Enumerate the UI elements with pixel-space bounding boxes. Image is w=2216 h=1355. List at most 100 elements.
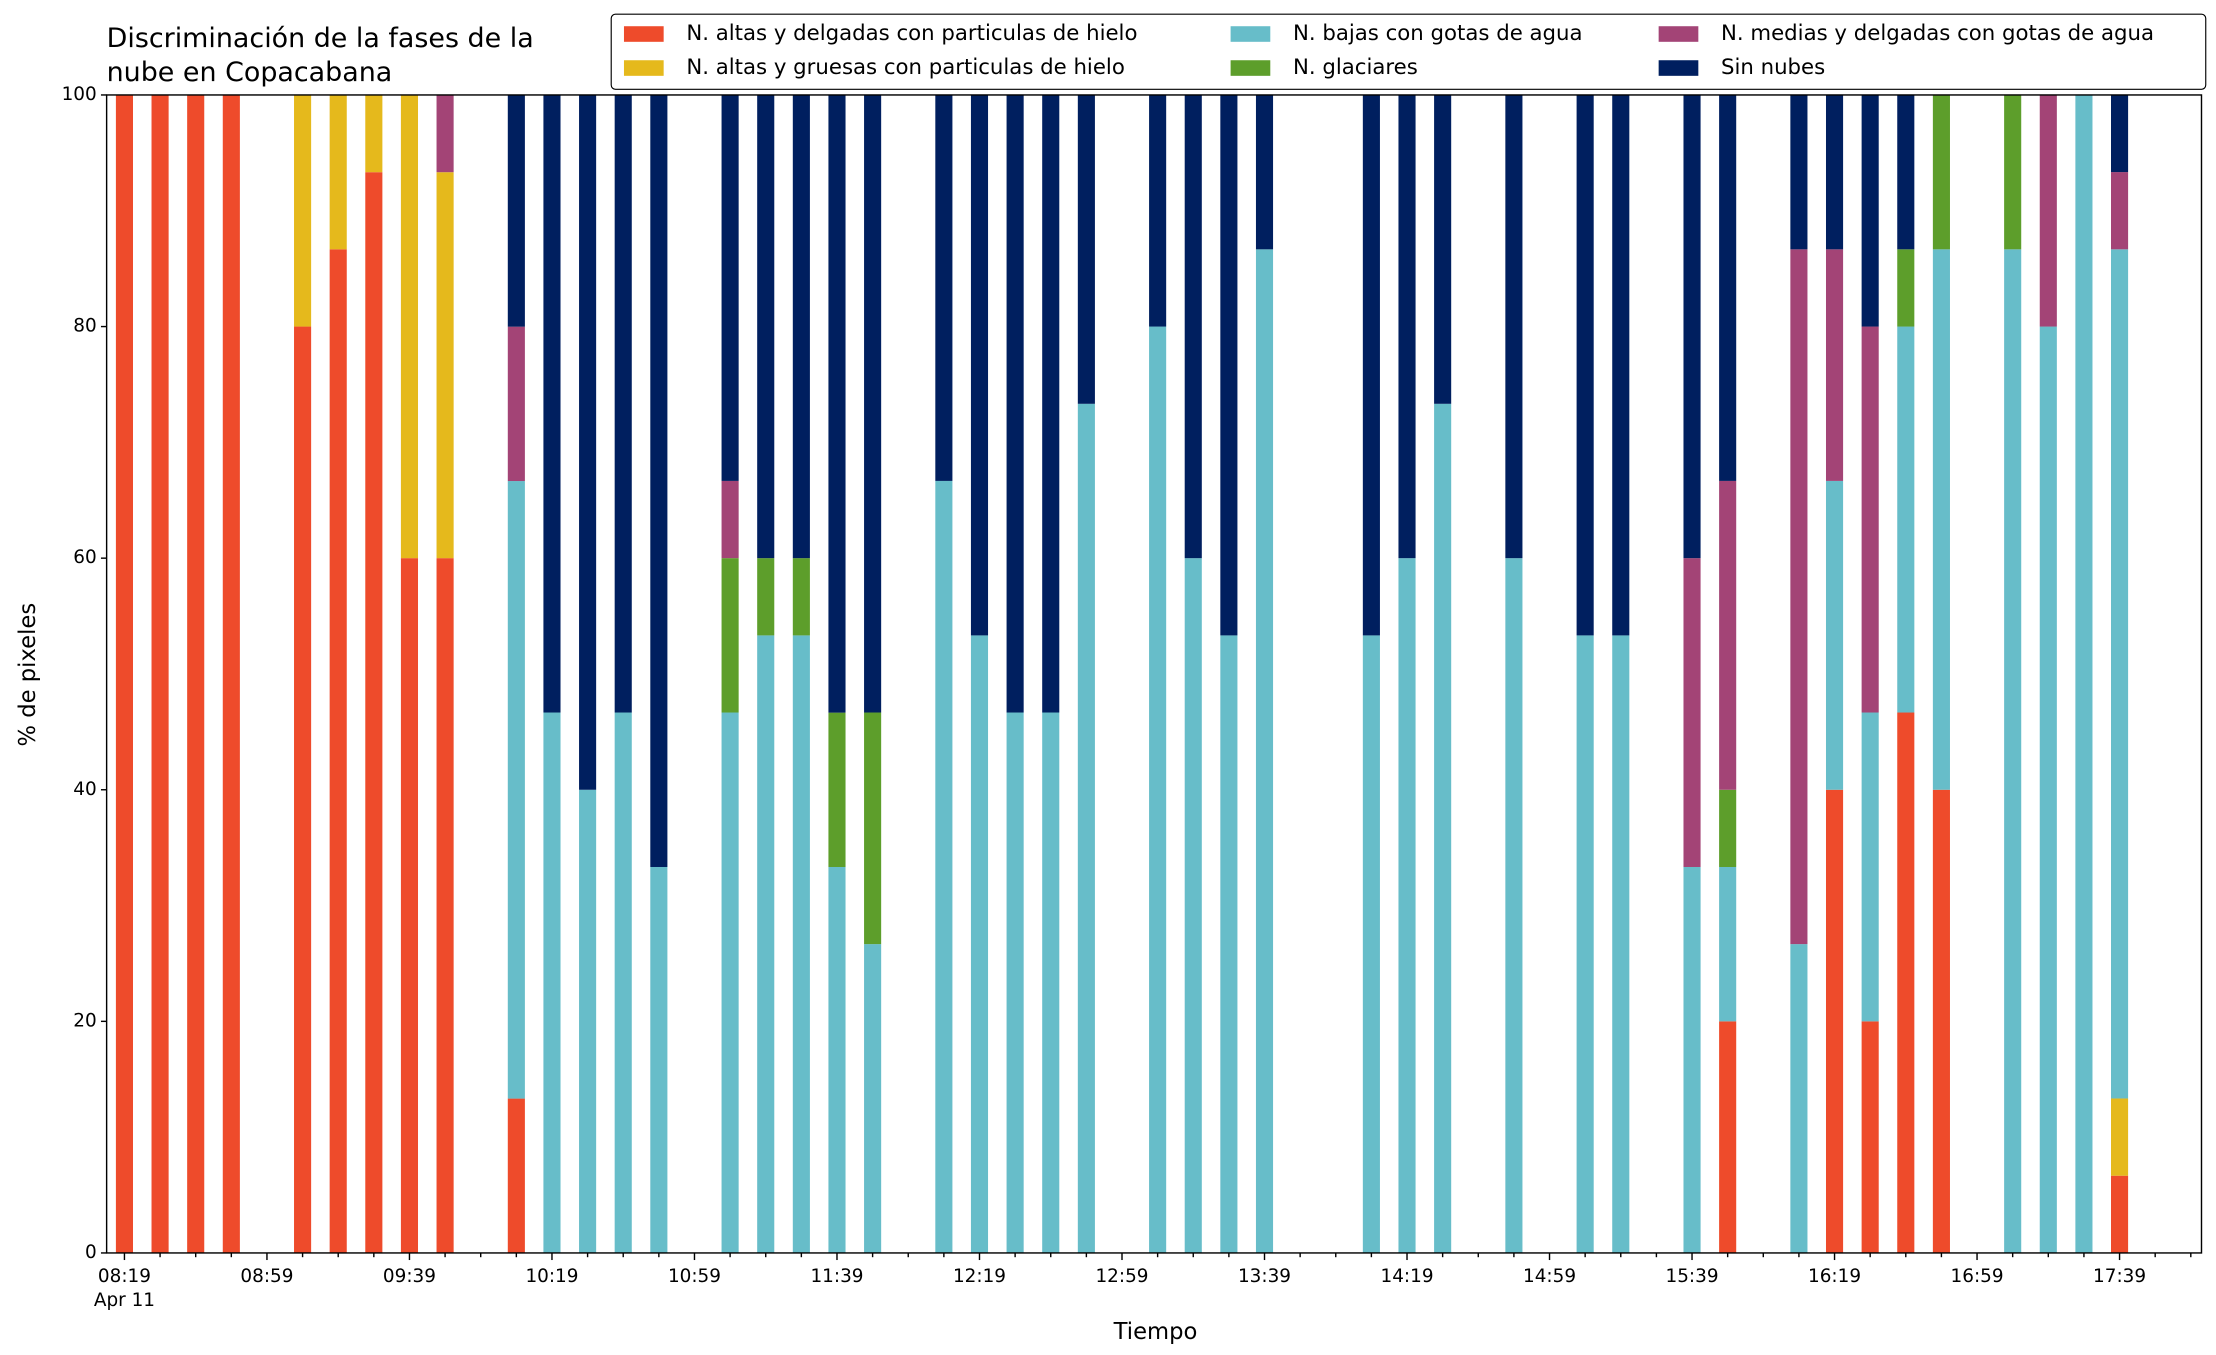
- y-tick-label: 40: [73, 779, 96, 800]
- bar-segment: [1790, 94, 1808, 250]
- bar-segment: [614, 712, 632, 1253]
- bar-segment: [1861, 1021, 1879, 1253]
- bar-segment: [1861, 712, 1879, 1022]
- bar-segment: [436, 172, 454, 559]
- bar-segment: [1576, 94, 1594, 636]
- bar-segment: [1362, 94, 1380, 636]
- bar-segment: [1612, 635, 1630, 1253]
- y-tick-label: 60: [73, 547, 96, 568]
- legend-box: [610, 13, 2207, 90]
- bar-segment: [864, 94, 882, 713]
- bar-segment: [329, 94, 347, 250]
- x-tick-label: 10:59: [668, 1266, 721, 1287]
- legend-label: N. altas y gruesas con particulas de hie…: [686, 55, 1124, 80]
- bar-segment: [1042, 712, 1060, 1253]
- bar-segment: [2111, 1098, 2129, 1176]
- bar-segment: [1897, 712, 1915, 1253]
- bar-segment: [2111, 249, 2129, 1099]
- legend-label: N. bajas con gotas de agua: [1293, 21, 1583, 46]
- bar-segment: [1576, 635, 1594, 1253]
- bar-segment: [579, 789, 597, 1253]
- y-tick-label: 80: [73, 316, 96, 337]
- bar-segment: [1897, 326, 1915, 713]
- date-label: Apr 11: [94, 1290, 155, 1311]
- x-tick-label: 09:39: [383, 1266, 436, 1287]
- legend-swatch: [623, 60, 664, 76]
- bar-segment: [1683, 94, 1701, 559]
- x-tick-label: 10:19: [525, 1266, 578, 1287]
- bar-segment: [2004, 94, 2022, 250]
- bar-segment: [1505, 558, 1523, 1253]
- legend-label: N. medias y delgadas con gotas de agua: [1721, 21, 2154, 46]
- bar-segment: [1861, 326, 1879, 713]
- bar-segment: [2111, 172, 2129, 250]
- bar-segment: [1683, 866, 1701, 1253]
- bar-segment: [400, 558, 419, 1253]
- bar-segment: [1006, 94, 1024, 713]
- bar-segment: [2004, 249, 2022, 1253]
- x-tick-label: 17:39: [2093, 1266, 2146, 1287]
- x-tick-label: 13:39: [1238, 1266, 1291, 1287]
- bar-segment: [792, 635, 810, 1253]
- bar-segment: [650, 866, 668, 1253]
- bar-segment: [757, 94, 775, 559]
- bar-segment: [935, 94, 953, 481]
- bar-segment: [1897, 249, 1915, 327]
- bar-segment: [792, 558, 810, 636]
- bar-segment: [507, 95, 525, 327]
- bar-segment: [507, 326, 525, 482]
- bar-segment: [614, 94, 632, 713]
- legend-swatch: [1658, 26, 1699, 42]
- bar-segment: [2039, 94, 2057, 327]
- bar-segment: [1825, 249, 1844, 481]
- bar-segment: [828, 866, 846, 1253]
- y-tick-label: 0: [85, 1242, 97, 1263]
- x-tick-label: 08:59: [240, 1266, 293, 1287]
- bar-segment: [294, 326, 312, 1253]
- bar-segment: [1825, 480, 1844, 790]
- bar-segment: [579, 94, 597, 790]
- bar-segment: [1255, 249, 1274, 1253]
- bar-segment: [1719, 866, 1737, 1022]
- bar-segment: [970, 635, 989, 1253]
- bar-segment: [365, 94, 383, 173]
- bar-segment: [792, 94, 810, 559]
- bar-segment: [1719, 1021, 1737, 1253]
- x-tick-label: 12:59: [1095, 1266, 1148, 1287]
- x-tick-label: 14:19: [1380, 1266, 1433, 1287]
- bar-segment: [721, 712, 739, 1253]
- bar-segment: [1719, 789, 1737, 867]
- bar-segment: [400, 94, 419, 559]
- legend-swatch: [1230, 26, 1271, 42]
- bar-segment: [1505, 94, 1523, 559]
- legend-label: N. altas y delgadas con particulas de hi…: [686, 21, 1137, 46]
- bar-segment: [721, 94, 739, 481]
- bar-segment: [1398, 94, 1416, 559]
- plot-area: 0 20 40 60 80 100 08:19 Apr 11 08:59 09:39 10:19 10…: [62, 84, 2192, 1311]
- x-tick-label: 16:19: [1808, 1266, 1861, 1287]
- bar-segment: [1398, 558, 1416, 1253]
- bar-segment: [1255, 94, 1274, 250]
- bar-segment: [1077, 403, 1095, 1253]
- y-tick-label: 100: [62, 84, 97, 105]
- bar-segment: [650, 94, 668, 867]
- chart-title: Discriminación de la fases de la: [107, 23, 534, 54]
- bar-segment: [1612, 94, 1630, 636]
- x-tick-label: 08:19: [98, 1266, 151, 1287]
- bar-segment: [187, 94, 205, 1253]
- legend: N. altas y delgadas con particulas de hi…: [610, 13, 2207, 90]
- legend-label: N. glaciares: [1293, 55, 1418, 80]
- bar-segment: [1149, 326, 1167, 1253]
- bar-segment: [1861, 94, 1879, 327]
- bar-segment: [1220, 94, 1238, 636]
- bar-segment: [1825, 94, 1844, 250]
- bar-segment: [507, 1098, 525, 1253]
- bar-segment: [1932, 94, 1950, 250]
- bar-segment: [1434, 403, 1452, 1253]
- bar-segment: [222, 94, 240, 1253]
- legend-label: Sin nubes: [1721, 55, 1825, 80]
- legend-swatch: [1230, 60, 1271, 76]
- bar-segment: [151, 94, 169, 1253]
- x-axis-label: Tiempo: [1113, 1319, 1198, 1345]
